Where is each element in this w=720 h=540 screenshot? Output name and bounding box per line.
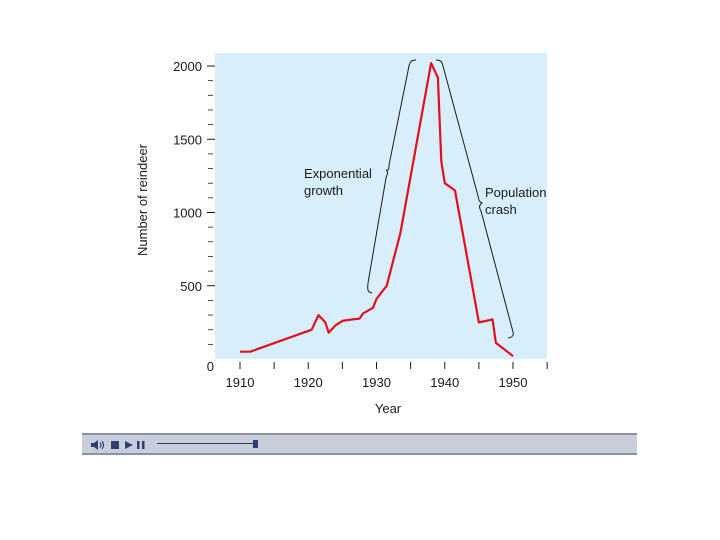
x-tick-label: 1950	[499, 375, 528, 390]
y-tick-label: 1500	[173, 132, 202, 147]
chart: 0 500 1000 1500 2000 1910 1920 1930 1940 1950 Nu…	[135, 53, 550, 416]
population-crash-bracket	[435, 59, 514, 339]
speaker-icon[interactable]	[90, 438, 106, 452]
annotation-exponential-growth: Exponential growth	[304, 166, 376, 198]
media-player-bar	[82, 433, 637, 455]
y-axis: 0 500 1000 1500 2000	[173, 59, 215, 374]
y-axis-title: Number of reindeer	[135, 143, 150, 256]
x-tick-label: 1940	[430, 375, 459, 390]
exponential-growth-bracket	[367, 59, 417, 294]
stop-icon[interactable]	[111, 438, 119, 452]
annotation-population-crash: Population crash	[485, 185, 550, 217]
y-axis-minor-ticks	[208, 80, 213, 345]
x-axis: 1910 1920 1930 1940 1950	[226, 362, 548, 390]
y-tick-label: 0	[207, 359, 214, 374]
x-tick-label: 1910	[226, 375, 255, 390]
y-tick-label: 1000	[173, 206, 202, 221]
x-tick-label: 1930	[362, 375, 391, 390]
reindeer-population-line	[240, 61, 514, 357]
progress-track[interactable]	[157, 443, 257, 444]
pause-icon[interactable]	[137, 438, 145, 452]
y-tick-label: 500	[180, 279, 202, 294]
progress-handle[interactable]	[253, 440, 258, 448]
x-tick-label: 1920	[294, 375, 323, 390]
play-icon[interactable]	[125, 438, 133, 452]
x-axis-title: Year	[375, 401, 402, 416]
y-tick-label: 2000	[173, 59, 202, 74]
